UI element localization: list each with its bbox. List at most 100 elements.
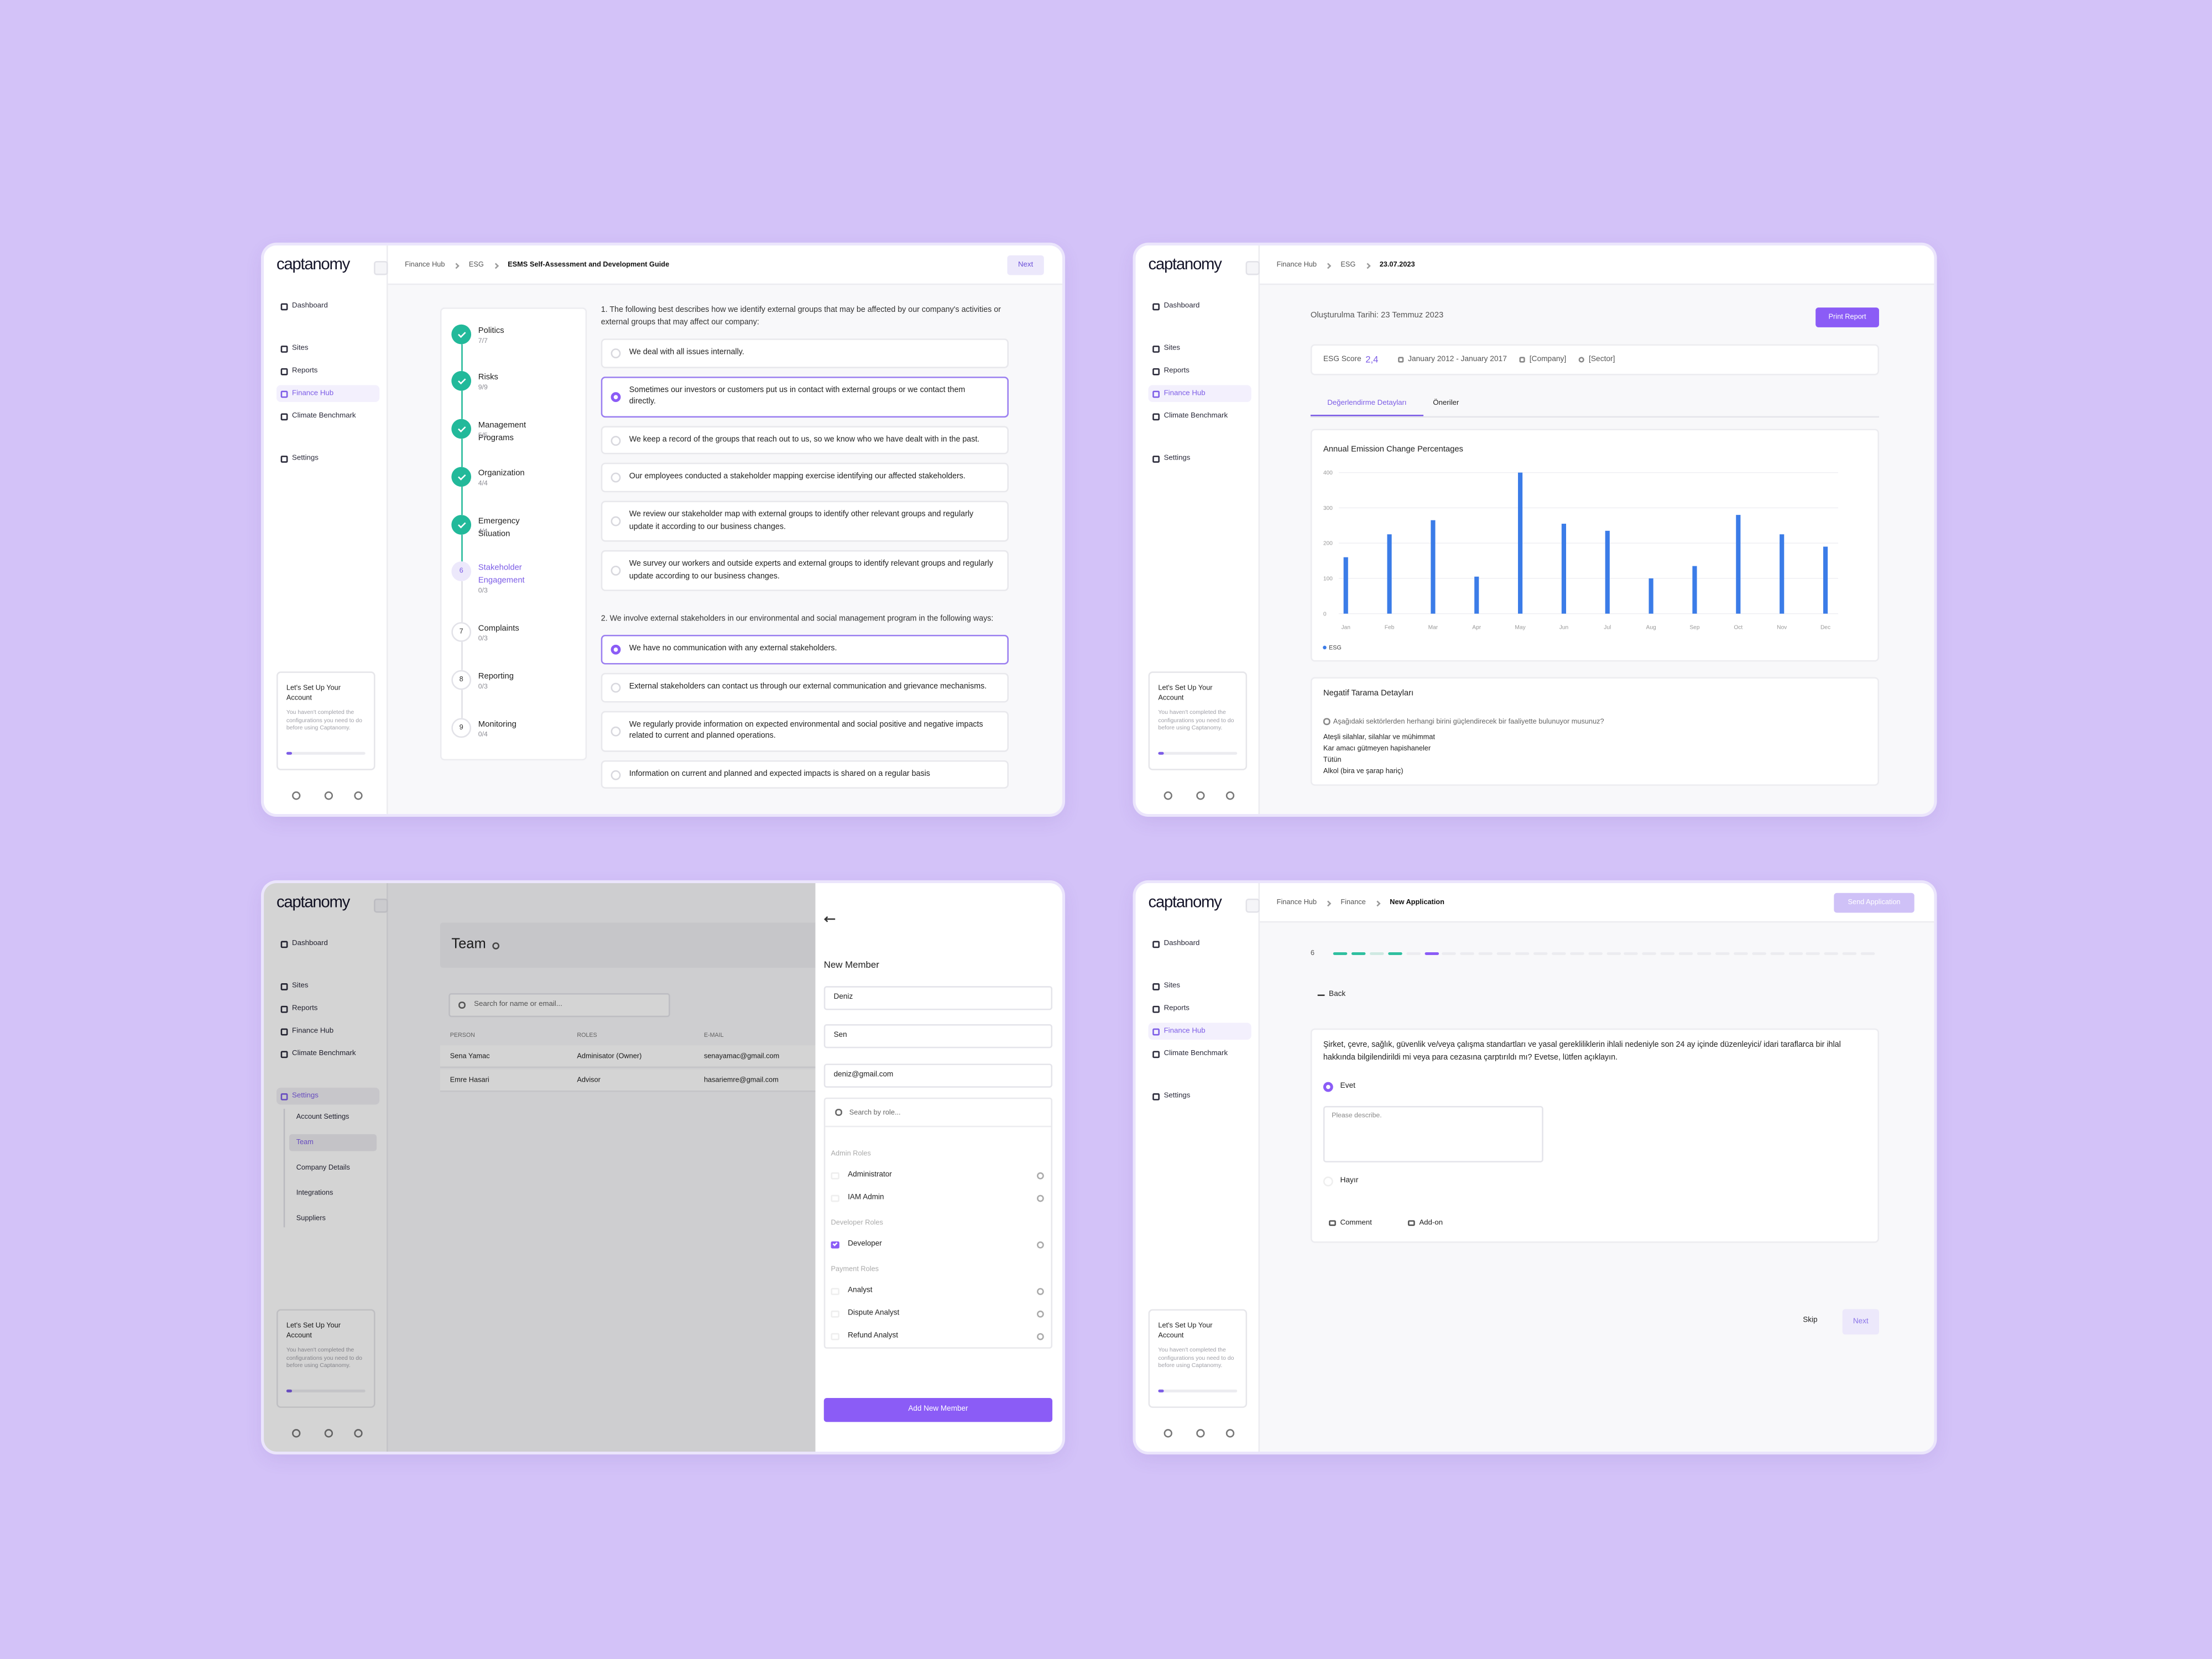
back-label[interactable]: Back: [1329, 990, 1346, 999]
submenu-item[interactable]: Team: [289, 1134, 377, 1151]
nav-item[interactable]: Settings: [1149, 450, 1251, 467]
step-label[interactable]: Stakeholder Engagement: [478, 564, 525, 585]
answer-option[interactable]: We survey our workers and outside expert…: [601, 550, 1009, 592]
nav-item[interactable]: Reports: [276, 1000, 379, 1018]
answer-option[interactable]: External stakeholders can contact us thr…: [601, 672, 1009, 702]
footer-icon[interactable]: [354, 791, 363, 800]
footer-icon[interactable]: [324, 791, 333, 800]
step-label[interactable]: Organization: [478, 469, 525, 478]
option-label[interactable]: Hayır: [1340, 1176, 1359, 1185]
answer-option[interactable]: We review our stakeholder map with exter…: [601, 500, 1009, 542]
nav-item[interactable]: Climate Benchmark: [1149, 1045, 1251, 1062]
step-label[interactable]: Emergency Situation: [478, 518, 520, 539]
next-button[interactable]: Next: [1007, 255, 1044, 275]
footer-icon[interactable]: [324, 1429, 333, 1438]
search-box[interactable]: Search for name or email...: [448, 993, 670, 1018]
step-label[interactable]: Management Programs: [478, 421, 526, 442]
radio[interactable]: [611, 769, 621, 780]
radio[interactable]: [611, 473, 621, 483]
footer-icon[interactable]: [1225, 791, 1235, 800]
step-label[interactable]: Politics: [478, 327, 504, 336]
submenu-item[interactable]: Integrations: [289, 1185, 377, 1202]
nav-item[interactable]: Finance Hub: [1148, 385, 1251, 403]
submenu-item[interactable]: Account Settings: [289, 1109, 377, 1126]
nav-item[interactable]: Settings: [1149, 1088, 1251, 1105]
nav-item[interactable]: Dashboard: [1149, 298, 1251, 315]
answer-option[interactable]: We deal with all issues internally.: [601, 338, 1009, 368]
answer-option[interactable]: We keep a record of the groups that reac…: [601, 425, 1009, 455]
answer-option[interactable]: We have no communication with any extern…: [601, 635, 1009, 665]
collapse-button[interactable]: [1245, 260, 1260, 275]
text-input[interactable]: Sen: [823, 1024, 1053, 1048]
nav-item[interactable]: Settings: [276, 1087, 380, 1105]
checkbox[interactable]: [831, 1240, 839, 1249]
submenu-item[interactable]: Company Details: [289, 1160, 377, 1177]
step-label[interactable]: Risks: [478, 374, 498, 383]
footer-icon[interactable]: [292, 791, 301, 800]
answer-option[interactable]: Information on current and planned and e…: [601, 760, 1009, 789]
back-arrow[interactable]: [1317, 994, 1325, 997]
footer-icon[interactable]: [354, 1429, 363, 1438]
nav-item[interactable]: Climate Benchmark: [1149, 408, 1251, 425]
nav-item[interactable]: Reports: [276, 363, 379, 380]
breadcrumb-item[interactable]: Finance Hub: [1276, 260, 1317, 270]
nav-item[interactable]: Reports: [1149, 363, 1251, 380]
role-search[interactable]: Search by role...: [825, 1099, 1051, 1128]
nav-item[interactable]: Finance Hub: [276, 385, 380, 403]
answer-option[interactable]: Our employees conducted a stakeholder ma…: [601, 463, 1009, 493]
radio[interactable]: [611, 348, 621, 358]
text-input[interactable]: deniz@gmail.com: [823, 1063, 1053, 1088]
footer-icon[interactable]: [1164, 791, 1172, 800]
nav-item[interactable]: Sites: [1149, 978, 1251, 995]
nav-item[interactable]: Finance Hub: [1148, 1022, 1251, 1040]
nav-item[interactable]: Reports: [1149, 1000, 1251, 1018]
checkbox[interactable]: [831, 1310, 839, 1318]
textarea[interactable]: Please describe.: [1323, 1106, 1543, 1163]
action-label[interactable]: Comment: [1340, 1218, 1372, 1227]
nav-item[interactable]: Settings: [276, 450, 379, 467]
radio[interactable]: [1323, 1081, 1333, 1092]
nav-item[interactable]: Sites: [276, 978, 379, 995]
nav-item[interactable]: Climate Benchmark: [276, 408, 379, 425]
action-label[interactable]: Add-on: [1419, 1218, 1443, 1227]
radio[interactable]: [611, 392, 621, 402]
checkbox[interactable]: [831, 1171, 839, 1180]
next-button[interactable]: Next: [1842, 1309, 1879, 1335]
collapse-button[interactable]: [374, 899, 388, 913]
collapse-button[interactable]: [1245, 899, 1260, 913]
radio[interactable]: [611, 726, 621, 736]
nav-item[interactable]: Dashboard: [1149, 935, 1251, 952]
step-label[interactable]: Monitoring: [478, 721, 517, 729]
breadcrumb-item[interactable]: ESG: [468, 260, 484, 270]
nav-item[interactable]: Climate Benchmark: [276, 1045, 379, 1062]
add-member-button[interactable]: Add New Member: [823, 1398, 1053, 1422]
breadcrumb-item[interactable]: ESG: [1340, 260, 1356, 270]
nav-item[interactable]: Finance Hub: [276, 1022, 379, 1040]
print-button[interactable]: Print Report: [1815, 307, 1879, 327]
breadcrumb-item[interactable]: Finance Hub: [1276, 899, 1317, 907]
radio[interactable]: [1323, 1176, 1333, 1186]
nav-item[interactable]: Sites: [1149, 340, 1251, 357]
nav-item[interactable]: Dashboard: [276, 298, 379, 315]
submenu-item[interactable]: Suppliers: [289, 1211, 377, 1228]
breadcrumb-item[interactable]: Finance: [1340, 899, 1366, 907]
breadcrumb-item[interactable]: Finance Hub: [405, 260, 445, 270]
answer-option[interactable]: Sometimes our investors or customers put…: [601, 376, 1009, 418]
radio[interactable]: [611, 645, 621, 655]
step-label[interactable]: Reporting: [478, 672, 514, 682]
footer-icon[interactable]: [1225, 1429, 1235, 1438]
checkbox[interactable]: [831, 1194, 839, 1202]
text-input[interactable]: Deniz: [823, 986, 1053, 1010]
footer-icon[interactable]: [1196, 791, 1205, 800]
tab[interactable]: Değerlendirme Detayları: [1310, 394, 1423, 416]
tab[interactable]: Öneriler: [1433, 399, 1459, 408]
step-label[interactable]: Complaints: [478, 625, 519, 634]
collapse-button[interactable]: [374, 260, 388, 275]
radio[interactable]: [611, 435, 621, 446]
footer-icon[interactable]: [1164, 1429, 1172, 1438]
checkbox[interactable]: [831, 1287, 839, 1295]
option-label[interactable]: Evet: [1340, 1081, 1356, 1090]
skip-button[interactable]: Skip: [1803, 1316, 1818, 1325]
radio[interactable]: [611, 682, 621, 692]
answer-option[interactable]: We regularly provide information on expe…: [601, 710, 1009, 752]
